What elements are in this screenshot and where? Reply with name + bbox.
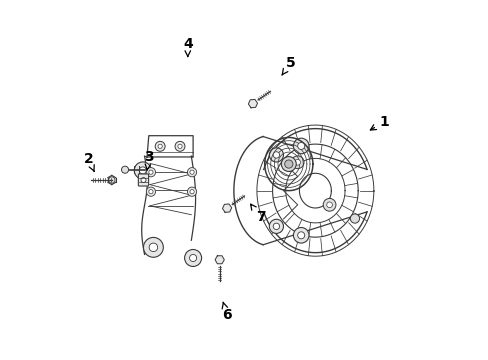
Circle shape [189,170,194,174]
Circle shape [184,249,201,266]
Circle shape [323,198,335,211]
Circle shape [121,166,128,173]
Polygon shape [107,175,116,185]
Circle shape [349,214,359,223]
Text: 7: 7 [250,204,264,224]
Circle shape [187,187,196,196]
Circle shape [146,168,155,177]
Circle shape [148,190,153,194]
Circle shape [326,202,332,208]
Circle shape [175,141,184,151]
Circle shape [273,152,279,158]
Text: 4: 4 [183,36,192,57]
Text: 1: 1 [369,114,388,130]
Text: 3: 3 [143,150,153,170]
Circle shape [187,168,196,177]
Circle shape [143,238,163,257]
Circle shape [297,232,304,239]
Circle shape [134,162,151,179]
Circle shape [155,141,165,151]
Circle shape [273,223,279,230]
Circle shape [281,157,296,171]
Circle shape [293,138,308,154]
Circle shape [284,160,292,168]
Circle shape [108,177,115,183]
Circle shape [294,159,300,165]
Circle shape [139,167,146,174]
Polygon shape [215,256,224,264]
Circle shape [293,228,308,243]
Circle shape [141,177,145,183]
Text: 6: 6 [222,302,231,322]
Text: 5: 5 [282,56,295,75]
Circle shape [291,156,304,168]
Circle shape [269,219,283,233]
Circle shape [146,187,155,196]
Circle shape [148,170,153,174]
Circle shape [189,190,194,194]
Text: 2: 2 [83,152,94,171]
Circle shape [178,144,182,148]
Polygon shape [248,99,257,108]
Circle shape [189,255,196,261]
Circle shape [297,143,304,149]
Circle shape [149,243,157,252]
Circle shape [158,144,162,148]
FancyBboxPatch shape [138,174,148,186]
Circle shape [269,148,283,162]
Polygon shape [222,204,231,212]
